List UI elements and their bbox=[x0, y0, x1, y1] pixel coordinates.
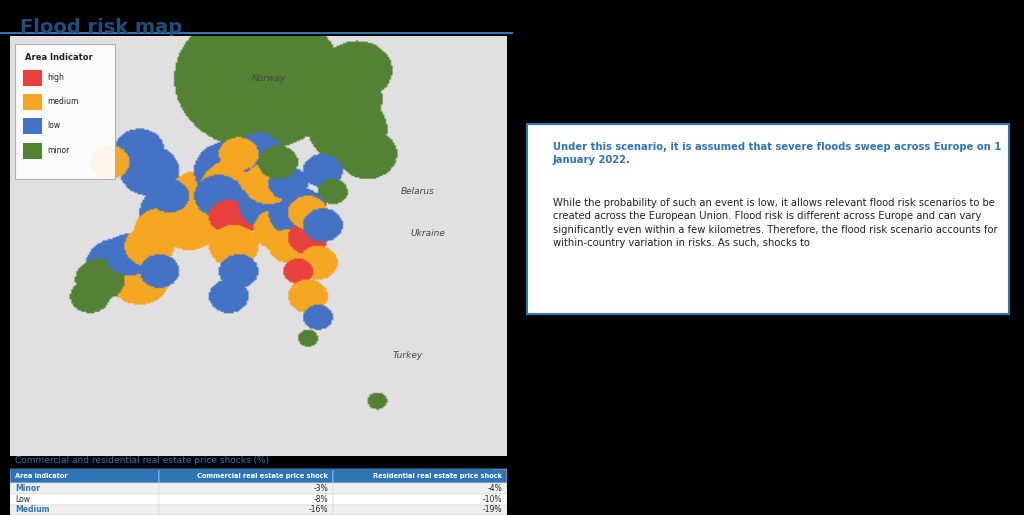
FancyBboxPatch shape bbox=[15, 44, 115, 179]
Text: While the probability of such an event is low, it allows relevant flood risk sce: While the probability of such an event i… bbox=[553, 198, 997, 248]
Text: Minor: Minor bbox=[15, 484, 40, 493]
Text: high: high bbox=[47, 73, 65, 82]
Bar bbox=[160, 505, 333, 515]
Text: Norway: Norway bbox=[251, 74, 286, 82]
Text: -4%: -4% bbox=[487, 484, 502, 493]
Bar bbox=[10, 494, 160, 505]
Text: -19%: -19% bbox=[482, 506, 502, 514]
FancyBboxPatch shape bbox=[527, 124, 1009, 314]
Bar bbox=[10, 484, 160, 494]
Bar bbox=[23, 118, 42, 134]
Bar bbox=[160, 494, 333, 505]
Bar bbox=[23, 94, 42, 110]
Text: Under this scenario, it is assumed that severe floods sweep across Europe on 1 J: Under this scenario, it is assumed that … bbox=[553, 142, 1001, 165]
Text: -8%: -8% bbox=[313, 495, 328, 504]
Text: Flood risk map: Flood risk map bbox=[20, 18, 182, 37]
Text: Medium: Medium bbox=[15, 506, 50, 514]
Bar bbox=[160, 469, 333, 484]
Bar bbox=[333, 494, 507, 505]
Text: Commercial and residential real estate price shocks (%): Commercial and residential real estate p… bbox=[15, 456, 269, 465]
Text: -3%: -3% bbox=[313, 484, 328, 493]
Bar bbox=[160, 484, 333, 494]
Bar bbox=[333, 484, 507, 494]
Bar bbox=[333, 469, 507, 484]
Text: low: low bbox=[47, 122, 60, 130]
Text: -16%: -16% bbox=[308, 506, 328, 514]
Text: Belarus: Belarus bbox=[400, 187, 434, 196]
Text: Area indicator: Area indicator bbox=[15, 473, 68, 479]
Bar bbox=[23, 143, 42, 159]
Bar bbox=[333, 505, 507, 515]
Text: Commercial real estate price shock: Commercial real estate price shock bbox=[198, 473, 328, 479]
Bar bbox=[23, 70, 42, 85]
Text: Area Indicator: Area Indicator bbox=[26, 53, 93, 62]
Text: Low: Low bbox=[15, 495, 30, 504]
Text: Turkey: Turkey bbox=[392, 351, 423, 359]
Text: minor: minor bbox=[47, 146, 70, 154]
Text: -10%: -10% bbox=[482, 495, 502, 504]
Text: Residential real estate price shock: Residential real estate price shock bbox=[373, 473, 502, 479]
Bar bbox=[10, 505, 160, 515]
Text: Ukraine: Ukraine bbox=[410, 229, 444, 238]
Text: medium: medium bbox=[47, 97, 79, 106]
Bar bbox=[10, 469, 160, 484]
